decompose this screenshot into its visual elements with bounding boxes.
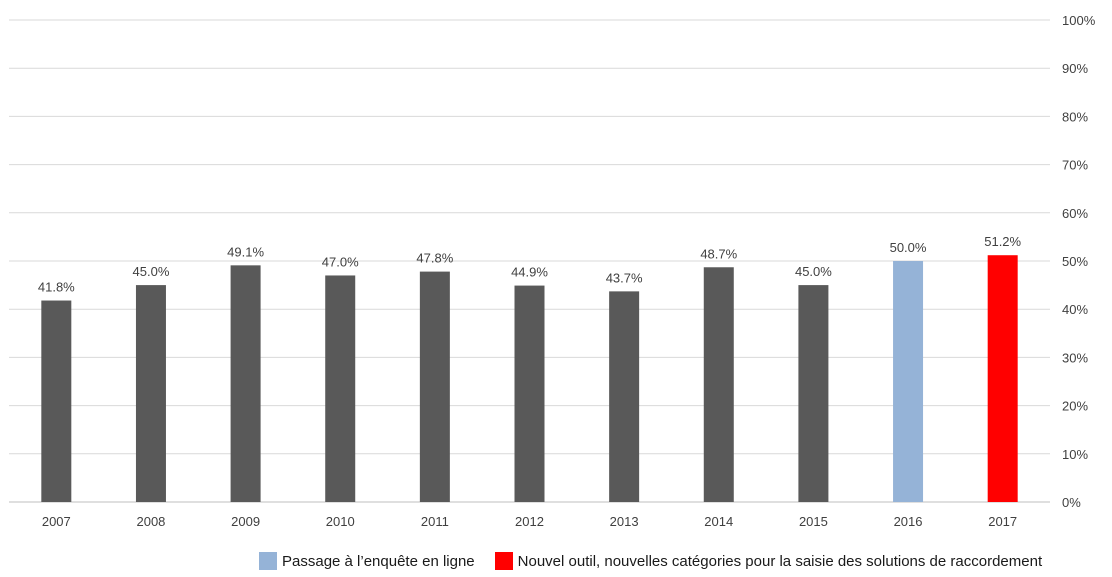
data-label: 50.0% (890, 240, 927, 255)
bars (41, 255, 1018, 502)
bar (987, 255, 1018, 502)
bar (41, 300, 72, 502)
legend-item-new-tool: Nouvel outil, nouvelles catégories pour … (494, 552, 1043, 570)
data-label: 44.9% (511, 265, 548, 280)
bar (230, 265, 261, 502)
legend: Passage à l’enquête en ligne Nouvel outi… (259, 552, 1042, 570)
bar (135, 285, 166, 502)
y-tick-label: 100% (1062, 13, 1096, 28)
y-axis: 0% 10% 20% 30% 40% 50% 60% 70% 80% 90% 100% (1062, 13, 1096, 510)
x-tick-label: 2016 (894, 514, 923, 529)
bar (419, 271, 450, 502)
legend-item-online-survey: Passage à l’enquête en ligne (259, 552, 475, 570)
bar (325, 275, 356, 502)
x-tick-label: 2009 (231, 514, 260, 529)
bar (798, 285, 829, 502)
data-label: 49.1% (227, 244, 264, 259)
data-label: 45.0% (133, 264, 170, 279)
y-tick-label: 40% (1062, 302, 1088, 317)
data-label: 48.7% (700, 246, 737, 261)
data-label: 41.8% (38, 280, 75, 295)
bar (893, 261, 924, 502)
legend-swatch-new-tool (494, 552, 513, 570)
x-tick-label: 2017 (988, 514, 1017, 529)
data-label: 51.2% (984, 234, 1021, 249)
bar (609, 291, 640, 502)
y-tick-label: 80% (1062, 109, 1088, 124)
x-tick-label: 2008 (136, 514, 165, 529)
y-tick-label: 30% (1062, 350, 1088, 365)
bar (514, 285, 545, 502)
x-tick-label: 2010 (326, 514, 355, 529)
data-label: 45.0% (795, 264, 832, 279)
data-label: 47.0% (322, 254, 359, 269)
bar (703, 267, 734, 502)
x-tick-label: 2013 (610, 514, 639, 529)
x-tick-label: 2007 (42, 514, 71, 529)
data-label: 43.7% (606, 270, 643, 285)
y-tick-label: 50% (1062, 254, 1088, 269)
legend-swatch-online-survey (259, 552, 277, 570)
x-tick-label: 2014 (704, 514, 733, 529)
y-tick-label: 60% (1062, 206, 1088, 221)
x-tick-label: 2015 (799, 514, 828, 529)
data-label: 47.8% (416, 251, 453, 266)
y-tick-label: 10% (1062, 447, 1088, 462)
x-axis: 2007 2008 2009 2010 2011 2012 2013 2014 2015 2016… (42, 514, 1017, 529)
y-tick-label: 0% (1062, 495, 1081, 510)
legend-label-new-tool: Nouvel outil, nouvelles catégories pour … (517, 552, 1043, 570)
data-labels: 41.8% 45.0% 49.1% 47.0% 47.8% 44.9% 43.7% 48.7%… (38, 234, 1022, 294)
x-tick-label: 2012 (515, 514, 544, 529)
legend-label-online-survey: Passage à l’enquête en ligne (282, 552, 475, 570)
y-tick-label: 70% (1062, 158, 1088, 173)
x-tick-label: 2011 (421, 514, 449, 529)
y-tick-label: 90% (1062, 61, 1088, 76)
y-tick-label: 20% (1062, 399, 1088, 414)
